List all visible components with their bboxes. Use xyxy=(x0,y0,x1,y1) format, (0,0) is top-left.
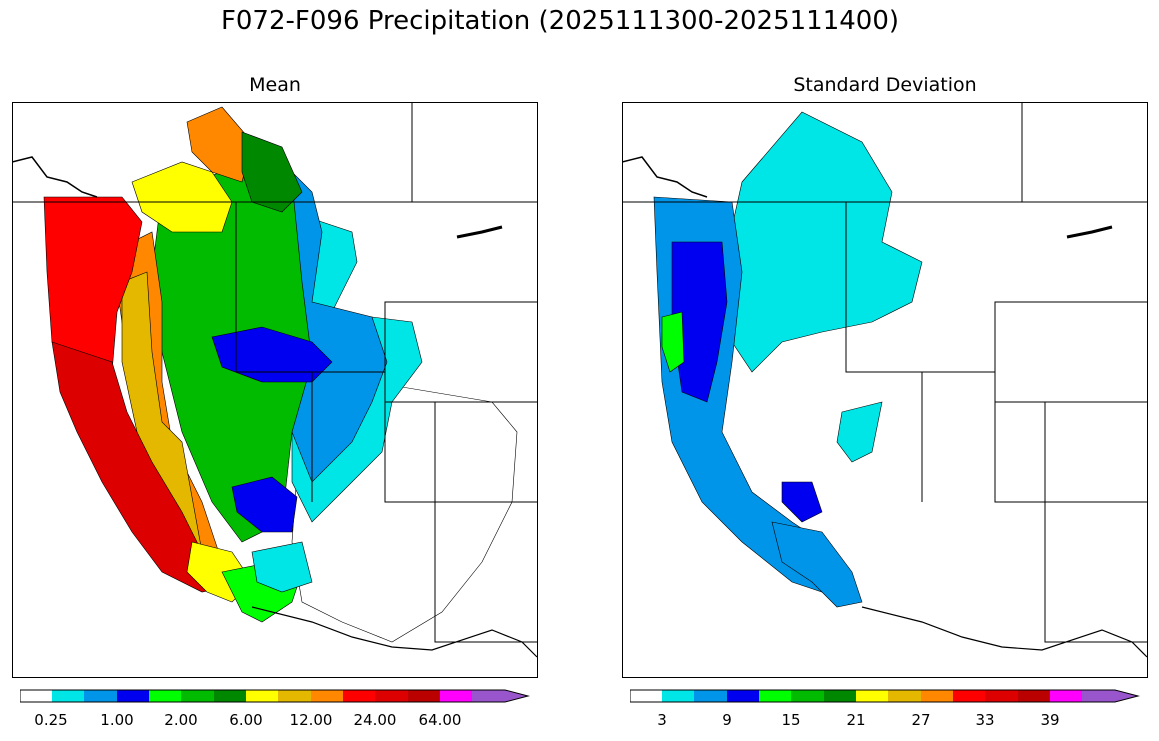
mean-tick-5: 24.00 xyxy=(353,711,397,729)
std-tick-2: 15 xyxy=(781,711,801,729)
std-tick-3: 21 xyxy=(846,711,866,729)
region-southern-california xyxy=(771,521,863,608)
mean-tick-1: 1.00 xyxy=(100,711,134,729)
region-north-green xyxy=(241,131,303,213)
region-southern-blue xyxy=(231,476,298,533)
figure-title: F072-F096 Precipitation (2025111300-2025… xyxy=(220,6,900,36)
std-tick-4: 27 xyxy=(911,711,931,729)
mean-tick-4: 12.00 xyxy=(289,711,333,729)
mean-colorbar xyxy=(20,689,530,703)
region-oregon-coast xyxy=(43,196,143,393)
region-socal-cyan xyxy=(251,541,313,593)
std-panel-title: Standard Deviation xyxy=(793,74,977,96)
std-tick-6: 39 xyxy=(1040,711,1060,729)
mean-map xyxy=(12,102,538,678)
std-colorbar xyxy=(630,689,1140,703)
mean-tick-2: 2.00 xyxy=(164,711,198,729)
region-interior-northwest xyxy=(721,111,923,373)
std-tick-5: 33 xyxy=(975,711,995,729)
mean-panel-title: Mean xyxy=(249,74,301,96)
mean-tick-0: 0.25 xyxy=(34,711,68,729)
region-north-coast-green xyxy=(661,311,685,373)
region-mid-cyan xyxy=(836,401,883,463)
region-north-orange xyxy=(186,106,253,183)
mean-tick-6: 64.00 xyxy=(418,711,462,729)
region-northern-idaho xyxy=(131,161,233,233)
std-tick-0: 3 xyxy=(657,711,667,729)
region-south-blue xyxy=(781,481,823,523)
std-map xyxy=(622,102,1148,678)
mean-tick-3: 6.00 xyxy=(229,711,263,729)
std-tick-1: 9 xyxy=(722,711,732,729)
